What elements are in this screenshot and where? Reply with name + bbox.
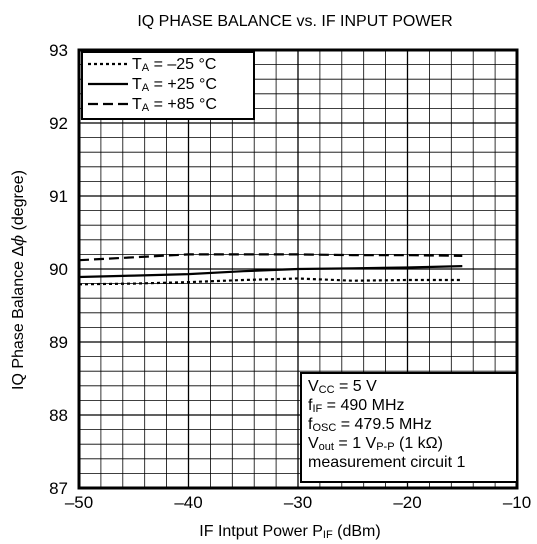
legend-box xyxy=(81,51,255,120)
y-tick-label: 92 xyxy=(49,114,68,133)
y-tick-label: 93 xyxy=(49,41,68,60)
legend-label-1: TA = –25 °C xyxy=(132,56,216,74)
series-line-1 xyxy=(78,277,463,286)
y-tick-labels: 87 88 89 90 91 92 93 xyxy=(49,41,68,498)
x-tick-label: –30 xyxy=(284,493,312,512)
y-tick-label: 91 xyxy=(49,187,68,206)
y-tick-label: 88 xyxy=(49,406,68,425)
legend-label-3: TA = +85 °C xyxy=(132,96,217,114)
x-tick-label: –10 xyxy=(503,493,531,512)
x-tick-label: –20 xyxy=(393,493,421,512)
condition-line-4: Vout = 1 VP-P (1 kΩ) xyxy=(308,435,443,453)
x-tick-label: –40 xyxy=(174,493,202,512)
legend-label-2: TA = +25 °C xyxy=(132,76,217,94)
x-tick-label: –50 xyxy=(65,493,93,512)
condition-line-2: fIF = 490 MHz xyxy=(308,397,405,415)
condition-line-5: measurement circuit 1 xyxy=(308,454,465,471)
x-tick-labels: –50 –40 –30 –20 –10 xyxy=(65,493,531,512)
series-line-2 xyxy=(78,265,463,279)
series-group xyxy=(78,253,463,286)
condition-line-1: VCC = 5 V xyxy=(308,378,377,396)
chart-title: IQ PHASE BALANCE vs. IF INPUT POWER xyxy=(137,13,452,30)
x-axis-label: IF Intput Power PIF (dBm) xyxy=(199,523,380,541)
condition-line-3: fOSC = 479.5 MHz xyxy=(308,416,432,434)
y-tick-label: 90 xyxy=(49,260,68,279)
plot-frame xyxy=(77,48,519,490)
y-tick-label: 89 xyxy=(49,333,68,352)
legend: TA = –25 °C TA = +25 °C TA = +85 °C xyxy=(81,51,255,120)
y-axis-label: IQ Phase Balance Δϕ (degree) xyxy=(8,170,27,390)
series-line-3 xyxy=(78,253,463,262)
conditions-frame xyxy=(300,372,518,483)
y-tick-label: 87 xyxy=(49,479,68,498)
